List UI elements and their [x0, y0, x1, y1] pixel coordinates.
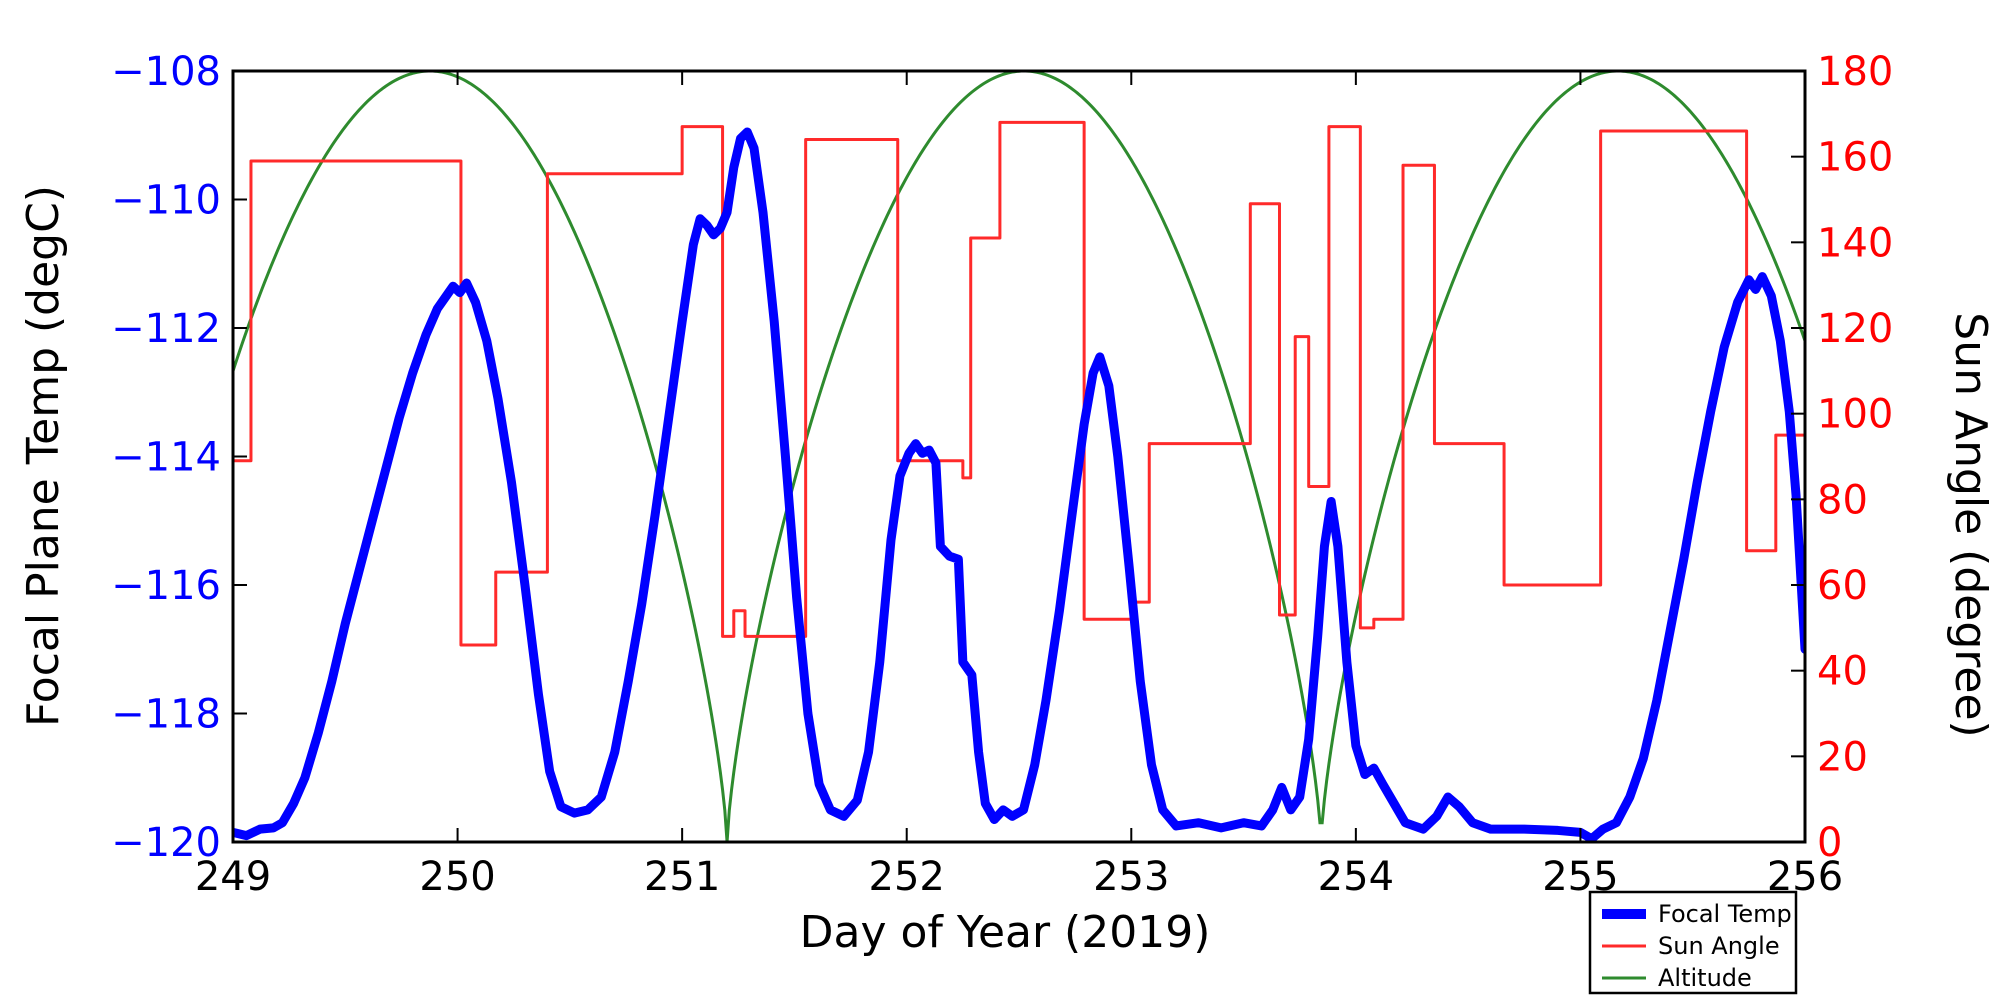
legend-label: Sun Angle	[1658, 932, 1780, 960]
x-tick-label: 251	[644, 854, 720, 900]
y-right-tick-label: 180	[1817, 49, 1893, 95]
y-left-tick-label: −116	[111, 563, 221, 609]
legend-box	[1588, 890, 1798, 995]
y-right-tick-label: 40	[1817, 649, 1868, 695]
axes-layer: 249 250 251 252 253 254 255 256−108−110−112−114…	[111, 49, 1893, 900]
altitude-line	[233, 71, 1805, 842]
series-layer	[233, 71, 1805, 842]
y-right-tick-label: 100	[1817, 392, 1893, 438]
plot-frame	[231, 69, 1807, 844]
x-tick-label: 253	[1093, 854, 1169, 900]
y-right-tick-label: 20	[1817, 734, 1868, 780]
x-axis-title: Day of Year (2019)	[800, 907, 1211, 958]
y-left-tick-label: −120	[111, 820, 221, 866]
legend-label: Focal Temp	[1658, 900, 1792, 928]
x-tick-label: 249	[195, 854, 271, 900]
y-right-tick-label: 160	[1817, 135, 1893, 181]
x-tick-label: 252	[869, 854, 945, 900]
y-right-tick-label: 120	[1817, 306, 1893, 352]
y-left-tick-label: −112	[111, 306, 221, 352]
y-right-tick-label: 140	[1817, 220, 1893, 266]
legend-label: Altitude	[1658, 964, 1752, 992]
x-tick-label: 250	[419, 854, 495, 900]
focal-temp-line	[233, 127, 1805, 842]
sun-angle-line	[233, 120, 1805, 647]
y-left-tick-label: −108	[111, 49, 221, 95]
x-tick-label: 254	[1318, 854, 1394, 900]
y-right-tick-label: 60	[1817, 563, 1868, 609]
y-left-axis-title: Focal Plane Temp (degC)	[18, 185, 69, 727]
y-right-tick-label: 0	[1817, 820, 1842, 866]
y-right-tick-label: 80	[1817, 477, 1868, 523]
y-left-tick-label: −118	[111, 692, 221, 738]
y-right-axis-title: Sun Angle (degree)	[1945, 312, 1996, 737]
y-left-tick-label: −114	[111, 435, 221, 481]
legend: Focal Temp Sun Angle Altitude	[1588, 890, 1798, 995]
y-left-tick-label: −110	[111, 178, 221, 224]
